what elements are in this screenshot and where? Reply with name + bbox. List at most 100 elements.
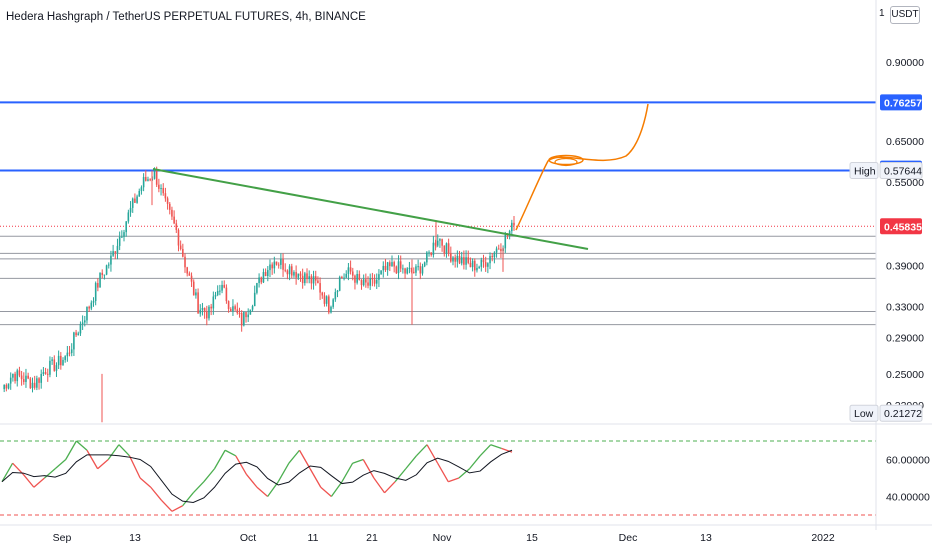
currency-button[interactable]: USDT — [890, 6, 920, 24]
candle-body — [14, 373, 16, 382]
candle-body — [482, 259, 485, 263]
candle-body — [57, 355, 60, 366]
candle-body — [46, 373, 49, 375]
rsi-line-segment — [298, 449, 311, 470]
candle-body — [75, 332, 77, 336]
price-axis-tick-label: 0.90000 — [886, 57, 924, 69]
rsi-line-segment — [65, 440, 77, 460]
price-axis-tick-label: 0.29000 — [886, 333, 924, 345]
rsi-line-segment — [468, 455, 481, 470]
candle-body — [219, 290, 221, 292]
candle-body — [101, 272, 104, 275]
candle-body — [373, 279, 376, 284]
candle-body — [297, 273, 300, 278]
candle-body — [77, 333, 80, 336]
candle-body — [225, 287, 228, 302]
candle-body — [81, 322, 84, 324]
candle-body — [249, 309, 252, 315]
rsi-line-segment — [373, 477, 386, 494]
candle-body — [282, 258, 284, 270]
candle-body — [314, 276, 317, 281]
candle-body — [386, 262, 389, 270]
price-tag-caption-background — [849, 161, 879, 179]
candle-body — [334, 292, 337, 300]
candle-body — [345, 273, 348, 278]
candle-body — [511, 222, 513, 232]
candle-body — [107, 264, 110, 266]
candle-body — [293, 272, 295, 276]
candle-body — [234, 306, 236, 310]
rsi-line-segment — [203, 468, 216, 483]
candle-body — [382, 265, 385, 271]
price-tag-value: 0.57644 — [884, 165, 922, 177]
candle-body — [216, 291, 219, 295]
chart-title: Hedera Hashgraph / TetherUS PERPETUAL FU… — [6, 11, 366, 23]
candle-body — [277, 264, 280, 266]
candle-body — [491, 256, 494, 258]
candle-body — [214, 294, 217, 297]
candle-body — [51, 359, 53, 361]
candle-body — [412, 271, 415, 273]
rsi-line-segment — [139, 477, 152, 488]
rsi-line-segment — [256, 486, 269, 497]
time-axis-tick-label: 13 — [129, 532, 141, 544]
rsi-line-segment — [277, 462, 290, 483]
candle-body — [40, 373, 43, 383]
candle-body — [262, 272, 265, 283]
candle-body — [131, 198, 134, 208]
candle-body — [155, 169, 158, 185]
candle-body — [284, 269, 287, 271]
candle-body — [358, 273, 361, 281]
candle-body — [199, 309, 202, 314]
candle-body — [118, 236, 121, 246]
candle-body — [349, 267, 352, 272]
rsi-line-segment — [54, 459, 67, 470]
candle-body — [369, 278, 372, 286]
candle-body — [341, 276, 343, 278]
candle-body — [432, 242, 435, 255]
candle-body — [247, 314, 249, 318]
candle-body — [5, 384, 8, 389]
projection-path[interactable] — [515, 103, 649, 231]
candle-body — [508, 231, 511, 236]
price-axis-tick-label: 0.33000 — [886, 301, 924, 313]
candle-body — [323, 295, 326, 304]
candle-body — [192, 281, 195, 296]
candle-body — [203, 307, 206, 312]
candle-body — [504, 234, 507, 249]
candle-body — [295, 272, 297, 278]
candle-body — [142, 177, 145, 188]
candle-body — [436, 240, 439, 246]
candle-body — [179, 245, 182, 249]
candle-body — [140, 187, 143, 191]
candle-body — [487, 263, 489, 267]
candle-body — [256, 283, 258, 293]
candle-body — [162, 187, 165, 194]
candle-body — [25, 375, 27, 382]
candle-body — [229, 308, 232, 312]
candle-body — [513, 222, 515, 226]
price-tag-value: 0.21272 — [884, 408, 922, 420]
candle-body — [53, 359, 56, 371]
rsi-line-segment — [288, 449, 301, 464]
candle-body — [426, 252, 428, 263]
candle-body — [125, 221, 127, 233]
rsi-line-segment — [394, 468, 407, 483]
candle-body — [450, 253, 452, 262]
candle-body — [308, 276, 310, 280]
candle-body — [406, 268, 409, 274]
rsi-line-segment — [213, 449, 226, 470]
rsi-line-segment — [415, 444, 428, 457]
trend-line[interactable] — [152, 168, 589, 250]
candle-body — [321, 292, 324, 296]
candle-body — [260, 277, 263, 283]
candle-body — [439, 239, 441, 241]
candle-body — [423, 262, 426, 267]
candle-body — [243, 312, 245, 326]
candle-body — [347, 267, 350, 274]
candle-body — [476, 267, 478, 271]
candle-body — [330, 306, 332, 313]
candle-body — [147, 179, 149, 181]
candle-body — [22, 379, 25, 382]
